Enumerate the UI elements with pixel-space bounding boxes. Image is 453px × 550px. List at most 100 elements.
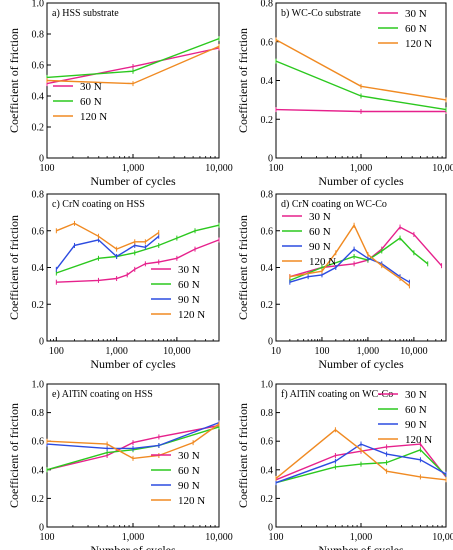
series-line <box>289 223 410 287</box>
y-tick-label: 0 <box>39 154 44 165</box>
legend-label: 30 N <box>405 8 427 20</box>
y-tick-label: 0.4 <box>32 465 45 476</box>
legend-label: 120 N <box>309 256 336 268</box>
y-tick-label: 1.0 <box>261 380 274 391</box>
y-tick-label: 0.8 <box>32 30 45 41</box>
x-tick-label: 1,000 <box>122 163 145 174</box>
x-tick-label: 10,000 <box>163 346 191 357</box>
chart-panel-6: 0 0.2 0.4 0.6 0.8 1.0 100 1,000 10,000 f) AlTiN c… <box>236 380 453 550</box>
x-tick-label: 100 <box>314 346 329 357</box>
x-axis-label: Number of cycles <box>318 543 404 550</box>
series-line <box>56 239 220 283</box>
chart-title: c) CrN coating on HSS <box>52 199 145 210</box>
chart-panel-1: 0 0.2 0.4 0.6 0.8 1.0 100 1,000 10,000 a) HSS sub… <box>7 0 233 188</box>
series-line <box>46 423 220 460</box>
legend-label: 60 N <box>309 226 331 238</box>
legend-label: 90 N <box>178 294 200 306</box>
series-line <box>275 448 447 484</box>
y-axis-label: Coefficient of friction <box>7 28 21 133</box>
x-tick-label: 1,000 <box>357 346 380 357</box>
legend-label: 120 N <box>405 38 432 50</box>
legend-label: 60 N <box>80 96 102 108</box>
y-tick-label: 0.4 <box>32 263 45 274</box>
y-tick-label: 0.2 <box>32 300 45 311</box>
y-tick-label: 0.2 <box>261 300 274 311</box>
legend-label: 90 N <box>178 480 200 492</box>
x-tick-label: 100 <box>40 532 55 543</box>
legend-label: 120 N <box>80 111 107 123</box>
x-tick-label: 100 <box>269 163 284 174</box>
y-tick-label: 0.4 <box>261 76 274 87</box>
legend-label: 60 N <box>178 279 200 291</box>
legend-label: 30 N <box>309 211 331 223</box>
x-axis-label: Number of cycles <box>318 357 404 371</box>
y-tick-label: 0 <box>39 523 44 534</box>
series-line <box>289 226 443 278</box>
y-tick-label: 0.6 <box>32 226 45 237</box>
legend-label: 90 N <box>309 241 331 253</box>
legend-label: 60 N <box>178 465 200 477</box>
plot-frame <box>46 2 220 159</box>
legend-label: 60 N <box>405 404 427 416</box>
y-tick-label: 0.2 <box>32 494 45 505</box>
legend-label: 30 N <box>178 450 200 462</box>
y-tick-label: 0.6 <box>261 437 274 448</box>
y-tick-label: 0.4 <box>261 263 274 274</box>
x-tick-label: 100 <box>269 532 284 543</box>
y-tick-label: 0.4 <box>261 465 274 476</box>
chart-panel-4: 0 0.2 0.4 0.6 0.8 10 100 1,000 10,000 d) CrN coat… <box>236 190 447 371</box>
legend-label: 120 N <box>405 434 432 446</box>
chart-title: a) HSS substrate <box>52 8 119 19</box>
legend-label: 120 N <box>178 309 205 321</box>
y-tick-label: 0.2 <box>261 115 274 126</box>
y-tick-label: 0.2 <box>261 494 274 505</box>
y-tick-label: 0.8 <box>261 408 274 419</box>
x-tick-label: 10,000 <box>400 346 428 357</box>
x-axis-label: Number of cycles <box>318 174 404 188</box>
chart-title: d) CrN coating on WC-Co <box>281 199 387 210</box>
x-tick-label: 1,000 <box>105 346 128 357</box>
y-axis-label: Coefficient of friction <box>236 215 250 320</box>
x-tick-label: 10,000 <box>205 163 233 174</box>
x-axis-label: Number of cycles <box>90 174 176 188</box>
series-line <box>275 443 447 484</box>
x-tick-label: 100 <box>49 346 64 357</box>
y-tick-label: 0.6 <box>261 37 274 48</box>
series-line <box>275 428 447 481</box>
y-tick-label: 0 <box>39 337 44 348</box>
series-line <box>289 237 429 282</box>
y-axis-label: Coefficient of friction <box>7 403 21 508</box>
x-tick-label: 10,000 <box>432 163 453 174</box>
y-tick-label: 1.0 <box>32 380 45 391</box>
y-tick-label: 0.6 <box>261 226 274 237</box>
y-tick-label: 0 <box>268 523 273 534</box>
legend-label: 30 N <box>405 389 427 401</box>
y-axis-label: Coefficient of friction <box>236 403 250 508</box>
y-tick-label: 0.8 <box>261 190 274 201</box>
y-tick-label: 0 <box>268 154 273 165</box>
legend-label: 30 N <box>80 81 102 93</box>
x-tick-label: 10,000 <box>432 532 453 543</box>
y-tick-label: 0.8 <box>261 0 274 10</box>
x-tick-label: 10 <box>271 346 281 357</box>
chart-title: e) AlTiN coating on HSS <box>52 389 153 400</box>
y-axis-label: Coefficient of friction <box>236 28 250 133</box>
y-tick-label: 1.0 <box>32 0 45 10</box>
chart-panel-5: 0 0.2 0.4 0.6 0.8 1.0 100 1,000 10,000 e) AlTiN c… <box>7 380 233 550</box>
y-tick-label: 0.2 <box>32 123 45 134</box>
y-tick-label: 0.8 <box>32 408 45 419</box>
x-tick-label: 1,000 <box>122 532 145 543</box>
x-tick-label: 1,000 <box>350 163 373 174</box>
x-axis-label: Number of cycles <box>90 357 176 371</box>
y-tick-label: 0.6 <box>32 61 45 72</box>
legend-label: 30 N <box>178 264 200 276</box>
y-tick-label: 0.8 <box>32 190 45 201</box>
legend-label: 60 N <box>405 23 427 35</box>
y-tick-label: 0.6 <box>32 437 45 448</box>
x-tick-label: 10,000 <box>205 532 233 543</box>
x-tick-label: 100 <box>40 163 55 174</box>
x-axis-label: Number of cycles <box>90 543 176 550</box>
legend-label: 120 N <box>178 495 205 507</box>
series-line <box>56 224 220 274</box>
